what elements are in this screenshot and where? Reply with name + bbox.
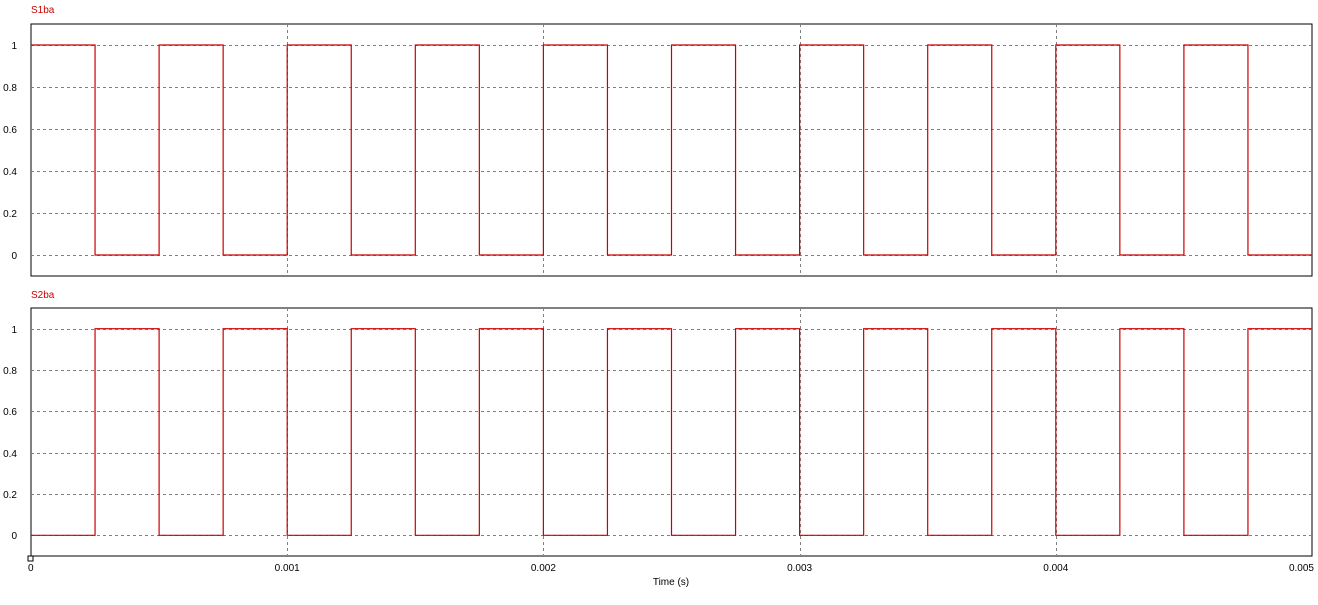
y-tick-label: 1 — [11, 325, 17, 336]
x-axis: 0 0.001 0.002 0.003 0.004 0.005 Time (s) — [27, 555, 1314, 588]
plot-panel-2: 1 0.8 0.6 0.4 0.2 0 S2ba — [3, 290, 1313, 557]
x-tick-label: 0.004 — [1043, 563, 1068, 574]
origin-marker — [27, 555, 34, 562]
series-line-1 — [31, 328, 1312, 536]
y-tick-label: 0.8 — [3, 83, 17, 94]
x-tick-label: 0.003 — [787, 563, 812, 574]
x-tick-label: 0.005 — [1289, 563, 1314, 574]
y-tick-label: 0.6 — [3, 407, 17, 418]
y-tick-label: 0.4 — [3, 449, 17, 460]
x-tick-label: 0.002 — [531, 563, 556, 574]
y-tick-label: 0 — [11, 531, 17, 542]
plot-panels: 1 0.8 0.6 0.4 0.2 0 S1ba 1 0.8 0.6 0.4 0.2 0 S2ba — [3, 5, 1313, 557]
panel-title: S2ba — [31, 290, 55, 301]
y-tick-label: 0.8 — [3, 366, 17, 377]
x-tick-label: 0 — [28, 563, 34, 574]
x-axis-label: Time (s) — [653, 577, 689, 588]
x-tick-label: 0.001 — [275, 563, 300, 574]
y-tick-label: 0.4 — [3, 167, 17, 178]
y-tick-label: 1 — [11, 41, 17, 52]
y-tick-label: 0.6 — [3, 125, 17, 136]
panel-title: S1ba — [31, 5, 55, 16]
y-tick-label: 0.2 — [3, 490, 17, 501]
series-line-1 — [31, 44, 1312, 256]
y-tick-label: 0 — [11, 251, 17, 262]
y-tick-label: 0.2 — [3, 209, 17, 220]
plot-panel-1: 1 0.8 0.6 0.4 0.2 0 S1ba — [3, 5, 1313, 277]
